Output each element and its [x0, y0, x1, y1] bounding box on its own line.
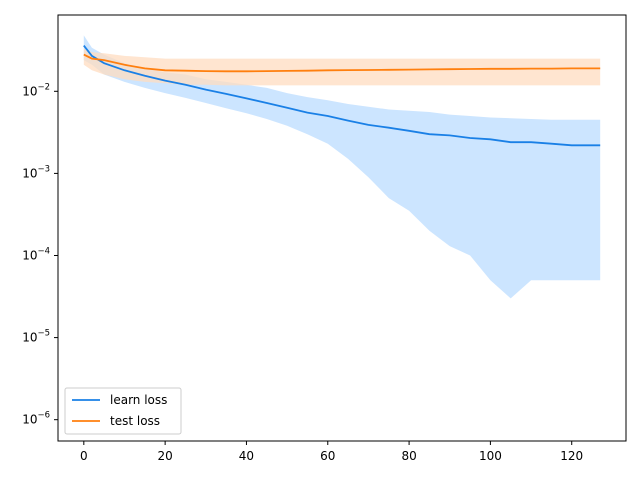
x-tick-label: 40 [239, 449, 254, 463]
x-tick-label: 0 [80, 449, 88, 463]
x-tick-label: 20 [157, 449, 172, 463]
legend-label-learn-loss: learn loss [110, 393, 167, 407]
band-test-loss [83, 48, 601, 86]
confidence-bands [83, 35, 601, 299]
band-learn-loss [83, 35, 601, 299]
legend: learn loss test loss [64, 387, 182, 435]
plot-area-frame [57, 14, 627, 442]
x-tick-label: 120 [560, 449, 583, 463]
x-tick-label: 80 [401, 449, 416, 463]
legend-label-test-loss: test loss [110, 414, 160, 428]
series-line-test-loss [83, 53, 601, 73]
y-tick-label: 10−3 [22, 164, 50, 180]
series-lines [83, 45, 601, 147]
x-axis: 0 20 40 60 80 100 120 [80, 441, 583, 463]
y-tick-label: 10−4 [22, 246, 50, 262]
y-tick-label: 10−6 [22, 411, 50, 427]
x-tick-label: 60 [320, 449, 335, 463]
y-axis: 10−6 10−5 10−4 10−3 10−2 [22, 82, 58, 427]
series-line-learn-loss [83, 45, 601, 147]
y-tick-label: 10−2 [22, 82, 50, 98]
y-tick-label: 10−5 [22, 329, 50, 345]
x-tick-label: 100 [479, 449, 502, 463]
